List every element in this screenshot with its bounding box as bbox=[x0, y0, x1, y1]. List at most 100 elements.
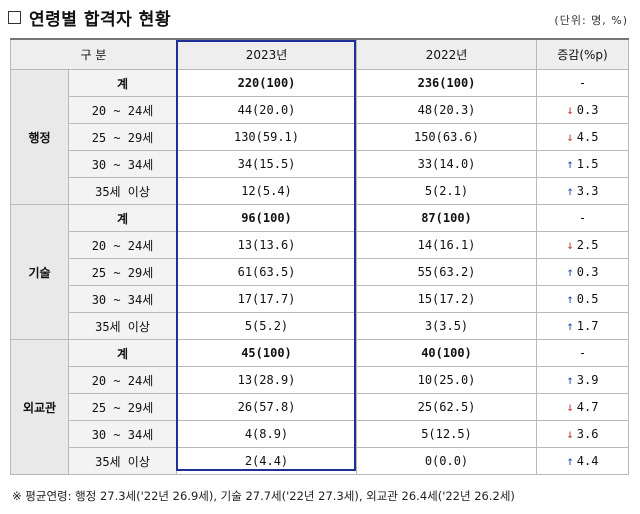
page-title: 연령별 합격자 현황 bbox=[8, 4, 171, 30]
cell-change: ↑ 0.5 bbox=[536, 285, 629, 313]
arrow-up-icon: ↑ bbox=[566, 184, 574, 198]
cell-y2023: 220(100) bbox=[176, 69, 357, 97]
change-value: 3.9 bbox=[576, 373, 599, 387]
row-label: 30 ~ 34세 bbox=[68, 285, 177, 313]
cell-change: ↑ 3.9 bbox=[536, 366, 629, 394]
cell-y2022: 14(16.1) bbox=[356, 231, 537, 259]
header-category: 구 분 bbox=[10, 38, 177, 70]
cell-change: ↑ 3.3 bbox=[536, 177, 629, 205]
cell-change: - bbox=[536, 204, 629, 232]
cell-y2023: 5(5.2) bbox=[176, 312, 357, 340]
unit-note: (단위: 명, %) bbox=[554, 14, 628, 27]
arrow-down-icon: ↓ bbox=[566, 103, 574, 117]
cell-change: ↑ 1.5 bbox=[536, 150, 629, 178]
cell-y2023: 4(8.9) bbox=[176, 420, 357, 448]
cell-y2023: 130(59.1) bbox=[176, 123, 357, 151]
cell-y2023: 61(63.5) bbox=[176, 258, 357, 286]
cell-y2022: 5(2.1) bbox=[356, 177, 537, 205]
change-value: 3.3 bbox=[576, 184, 599, 198]
cell-change: ↓ 2.5 bbox=[536, 231, 629, 259]
group-label: 행정 bbox=[10, 69, 69, 205]
cell-y2022: 87(100) bbox=[356, 204, 537, 232]
arrow-up-icon: ↑ bbox=[566, 454, 574, 468]
cell-y2023: 26(57.8) bbox=[176, 393, 357, 421]
change-value: 3.6 bbox=[576, 427, 599, 441]
header-2023: 2023년 bbox=[176, 38, 357, 70]
change-value: 4.7 bbox=[576, 400, 599, 414]
table-row: 35세 이상 5(5.2) 3(3.5) ↑ 1.7 bbox=[11, 312, 629, 340]
arrow-up-icon: ↑ bbox=[566, 373, 574, 387]
cell-change: ↓ 3.6 bbox=[536, 420, 629, 448]
arrow-down-icon: ↓ bbox=[566, 238, 574, 252]
arrow-up-icon: ↑ bbox=[566, 157, 574, 171]
cell-change: - bbox=[536, 339, 629, 367]
table-row: 30 ~ 34세 34(15.5) 33(14.0) ↑ 1.5 bbox=[11, 150, 629, 178]
row-label: 20 ~ 24세 bbox=[68, 96, 177, 124]
row-label: 35세 이상 bbox=[68, 312, 177, 340]
cell-change: ↓ 4.7 bbox=[536, 393, 629, 421]
table-row: 30 ~ 34세 4(8.9) 5(12.5) ↓ 3.6 bbox=[11, 420, 629, 448]
row-label: 계 bbox=[68, 69, 177, 97]
change-value: - bbox=[578, 346, 587, 360]
table-row: 행정 계 220(100) 236(100) - bbox=[10, 69, 629, 205]
footnote: ※ 평균연령: 행정 27.3세('22년 26.9세), 기술 27.7세('… bbox=[12, 489, 515, 503]
arrow-up-icon: ↑ bbox=[566, 265, 574, 279]
row-label: 25 ~ 29세 bbox=[68, 123, 177, 151]
header-change: 증감(%p) bbox=[536, 38, 629, 70]
cell-y2022: 150(63.6) bbox=[356, 123, 537, 151]
row-label: 25 ~ 29세 bbox=[68, 258, 177, 286]
row-label: 30 ~ 34세 bbox=[68, 150, 177, 178]
arrow-down-icon: ↓ bbox=[566, 130, 574, 144]
cell-y2023: 2(4.4) bbox=[176, 447, 357, 475]
header-row: 구 분 2023년 2022년 증감(%p) bbox=[10, 38, 629, 70]
table-row: 20 ~ 24세 13(28.9) 10(25.0) ↑ 3.9 bbox=[11, 366, 629, 394]
header-2022: 2022년 bbox=[356, 38, 537, 70]
change-value: 4.4 bbox=[576, 454, 599, 468]
row-label: 계 bbox=[68, 339, 177, 367]
cell-change: ↑ 4.4 bbox=[536, 447, 629, 475]
cell-y2022: 15(17.2) bbox=[356, 285, 537, 313]
table-row: 기술 계 96(100) 87(100) - bbox=[10, 204, 629, 340]
cell-y2022: 3(3.5) bbox=[356, 312, 537, 340]
checkbox-icon bbox=[8, 10, 21, 24]
group-label: 기술 bbox=[10, 204, 69, 340]
row-label: 20 ~ 24세 bbox=[68, 231, 177, 259]
title-text: 연령별 합격자 현황 bbox=[29, 9, 171, 30]
table-body: 행정 계 220(100) 236(100) -20 ~ 24세 44(20.0) 48(2… bbox=[10, 69, 629, 475]
cell-change: ↑ 0.3 bbox=[536, 258, 629, 286]
cell-y2022: 5(12.5) bbox=[356, 420, 537, 448]
arrow-up-icon: ↑ bbox=[566, 292, 574, 306]
table-row: 35세 이상 12(5.4) 5(2.1) ↑ 3.3 bbox=[11, 177, 629, 205]
cell-y2022: 40(100) bbox=[356, 339, 537, 367]
cell-y2023: 13(13.6) bbox=[176, 231, 357, 259]
row-label: 20 ~ 24세 bbox=[68, 366, 177, 394]
cell-y2022: 48(20.3) bbox=[356, 96, 537, 124]
cell-change: ↓ 0.3 bbox=[536, 96, 629, 124]
change-value: 0.5 bbox=[576, 292, 599, 306]
row-label: 35세 이상 bbox=[68, 177, 177, 205]
arrow-up-icon: ↑ bbox=[566, 319, 574, 333]
group-label: 외교관 bbox=[10, 339, 69, 475]
row-label: 25 ~ 29세 bbox=[68, 393, 177, 421]
change-value: 4.5 bbox=[576, 130, 599, 144]
row-label: 35세 이상 bbox=[68, 447, 177, 475]
cell-change: - bbox=[536, 69, 629, 97]
table-row: 20 ~ 24세 44(20.0) 48(20.3) ↓ 0.3 bbox=[11, 96, 629, 124]
cell-y2023: 45(100) bbox=[176, 339, 357, 367]
change-value: - bbox=[578, 76, 587, 90]
cell-y2023: 12(5.4) bbox=[176, 177, 357, 205]
table-row: 20 ~ 24세 13(13.6) 14(16.1) ↓ 2.5 bbox=[11, 231, 629, 259]
cell-y2023: 13(28.9) bbox=[176, 366, 357, 394]
table-row: 30 ~ 34세 17(17.7) 15(17.2) ↑ 0.5 bbox=[11, 285, 629, 313]
cell-y2022: 33(14.0) bbox=[356, 150, 537, 178]
cell-change: ↓ 4.5 bbox=[536, 123, 629, 151]
cell-y2022: 236(100) bbox=[356, 69, 537, 97]
age-pass-table: 구 분 2023년 2022년 증감(%p) 행정 계 220(100) 236(10… bbox=[10, 38, 629, 475]
cell-y2022: 10(25.0) bbox=[356, 366, 537, 394]
change-value: 1.7 bbox=[576, 319, 599, 333]
row-label: 계 bbox=[68, 204, 177, 232]
table-row: 외교관 계 45(100) 40(100) - bbox=[10, 339, 629, 475]
table-row: 25 ~ 29세 61(63.5) 55(63.2) ↑ 0.3 bbox=[11, 258, 629, 286]
arrow-down-icon: ↓ bbox=[566, 400, 574, 414]
table-row: 35세 이상 2(4.4) 0(0.0) ↑ 4.4 bbox=[11, 447, 629, 475]
